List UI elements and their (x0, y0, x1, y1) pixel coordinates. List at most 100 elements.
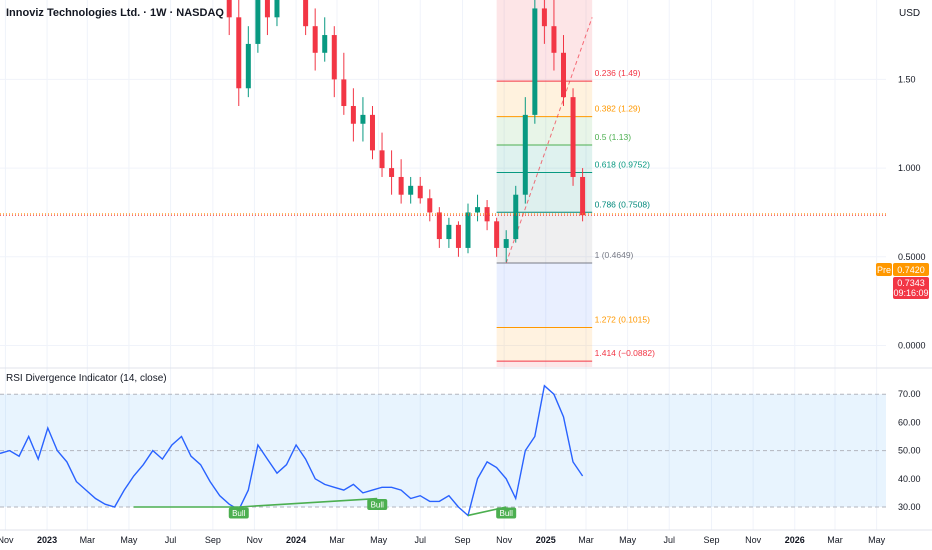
candle-body (484, 207, 490, 222)
bull-divergence-label: Bull (232, 509, 246, 518)
candle-body (513, 194, 519, 240)
candle-body (427, 198, 433, 213)
rsi-pane: Bull Bull Bull (0, 384, 886, 519)
bull-divergence-label: Bull (500, 509, 514, 518)
time-tick-label: Mar (329, 535, 345, 545)
candle-body (303, 0, 309, 27)
last-price-value: 0.7343 (897, 278, 925, 288)
price-tick-label: 0.5000 (898, 252, 926, 262)
fib-level-label: 1 (0.4649) (595, 250, 634, 260)
fib-retracement-tool[interactable]: -1 (3.14)0.236 (1.49)0.382 (1.29)0.5 (1.… (496, 0, 655, 367)
candle-body (264, 0, 270, 18)
current-price-line (0, 213, 886, 216)
currency-label[interactable]: USD (899, 8, 920, 19)
fib-level-label: 0.5 (1.13) (595, 132, 632, 142)
time-tick-label: Jul (663, 535, 675, 545)
fib-zone (496, 361, 593, 367)
candle-body (465, 212, 471, 248)
time-tick-label: Mar (578, 535, 594, 545)
candle-body (379, 150, 385, 169)
time-tick-label: 2025 (536, 535, 556, 545)
candle-body (322, 35, 328, 53)
fib-level-label: 0.236 (1.49) (595, 68, 641, 78)
bull-divergence-badge (228, 507, 249, 519)
symbol-title: Innoviz Technologies Ltd. · 1W · NASDAQ (6, 7, 224, 19)
candle-body (398, 176, 404, 195)
pre-market-label: Pre (877, 265, 891, 275)
time-tick-label: Jul (165, 535, 177, 545)
rsi-indicator-title[interactable]: RSI Divergence Indicator (14, close) (6, 373, 167, 384)
time-tick-label: Sep (704, 535, 720, 545)
candle-body (389, 168, 395, 177)
candle-body (245, 43, 251, 89)
time-tick-label: Jul (414, 535, 426, 545)
chart-grid (0, 0, 886, 530)
time-tick-label: Mar (80, 535, 96, 545)
rsi-tick-label: 50.00 (898, 446, 921, 456)
rsi-tick-label: 30.00 (898, 502, 921, 512)
rsi-axis[interactable]: 70.00 60.00 50.00 40.00 30.00 (898, 389, 921, 512)
candle-body (350, 106, 356, 124)
price-tick-label: 0.0000 (898, 341, 926, 351)
pre-market-badge: Pre 0.7420 (876, 263, 929, 276)
candle-body (455, 224, 461, 248)
time-tick-label: Nov (496, 535, 513, 545)
candle-body (255, 0, 261, 44)
fib-level-label: 0.618 (0.9752) (595, 159, 650, 169)
time-tick-label: Mar (827, 535, 843, 545)
fib-zone (496, 212, 593, 264)
rsi-tick-label: 60.00 (898, 417, 921, 427)
price-tick-label: 1.000 (898, 163, 921, 173)
fib-level-label: 0.382 (1.29) (595, 104, 641, 114)
candle-body (341, 79, 347, 107)
candle-body (522, 114, 528, 195)
bar-countdown: 09:16:09 (893, 288, 928, 298)
time-tick-label: May (370, 535, 388, 545)
candle-body (360, 114, 366, 124)
time-tick-label: 2024 (286, 535, 306, 545)
candle-body (560, 52, 566, 98)
candle-body (408, 185, 414, 195)
bull-divergence-badge (367, 499, 388, 511)
candlestick-series (226, 0, 586, 263)
time-tick-label: May (120, 535, 138, 545)
fib-zone (496, 81, 593, 117)
time-axis[interactable]: Nov 2023 Mar May Jul Sep Nov 2024 Mar May Jul Sep No… (0, 535, 886, 545)
candle-body (570, 97, 576, 177)
fib-level-label: 1.414 (−0.0882) (595, 348, 655, 358)
candle-body (541, 8, 547, 27)
fib-zone (496, 116, 593, 146)
fib-zone (496, 172, 593, 213)
rsi-tick-label: 40.00 (898, 474, 921, 484)
candle-body (580, 176, 586, 216)
pre-market-price: 0.7420 (897, 265, 925, 275)
time-tick-label: May (868, 535, 886, 545)
rsi-line (0, 384, 584, 517)
candle-body (274, 0, 280, 18)
candle-body (436, 212, 442, 240)
time-tick-label: Nov (246, 535, 263, 545)
last-price-badge: 0.7343 09:16:09 (893, 277, 929, 299)
time-tick-label: May (619, 535, 637, 545)
bull-divergence-line (238, 497, 378, 508)
bull-divergence-badge (496, 507, 517, 519)
time-tick-label: 2026 (785, 535, 805, 545)
candle-body (417, 185, 423, 199)
time-tick-label: 2023 (37, 535, 57, 545)
fib-zone (496, 145, 593, 173)
rsi-tick-label: 70.00 (898, 389, 921, 399)
time-tick-label: Nov (745, 535, 762, 545)
time-tick-label: Sep (205, 535, 221, 545)
candle-body (446, 224, 452, 240)
candle-body (236, 17, 242, 89)
fib-zone (496, 263, 593, 328)
price-tick-label: 1.50 (898, 74, 916, 84)
candle-body (551, 26, 557, 53)
candle-body (331, 35, 337, 80)
candle-body (312, 26, 318, 53)
candle-body (226, 0, 232, 18)
fib-zone (496, 327, 593, 362)
fib-level-label: 0.786 (0.7508) (595, 199, 650, 209)
